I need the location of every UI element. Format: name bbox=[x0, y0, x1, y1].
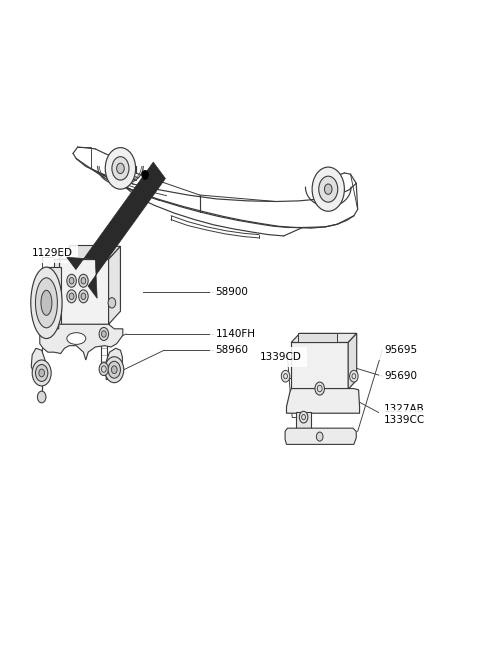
Bar bbox=[47, 267, 60, 339]
Circle shape bbox=[316, 432, 323, 441]
Text: 1339CD: 1339CD bbox=[260, 352, 302, 362]
Bar bbox=[69, 245, 96, 259]
Ellipse shape bbox=[41, 290, 52, 315]
Text: 58900: 58900 bbox=[216, 287, 248, 297]
Ellipse shape bbox=[31, 267, 62, 339]
Circle shape bbox=[67, 274, 76, 288]
Circle shape bbox=[67, 290, 76, 303]
Circle shape bbox=[99, 328, 108, 341]
Polygon shape bbox=[291, 333, 357, 343]
Circle shape bbox=[37, 391, 46, 403]
Circle shape bbox=[108, 297, 116, 308]
Circle shape bbox=[36, 365, 48, 381]
Circle shape bbox=[32, 360, 51, 386]
Bar bbox=[291, 343, 348, 389]
Text: 1140FH: 1140FH bbox=[216, 329, 255, 339]
Circle shape bbox=[79, 290, 88, 303]
Polygon shape bbox=[348, 333, 357, 389]
Ellipse shape bbox=[67, 333, 86, 345]
Text: 1339CC: 1339CC bbox=[384, 415, 425, 424]
Polygon shape bbox=[108, 246, 120, 324]
Polygon shape bbox=[287, 388, 360, 413]
Text: 95690: 95690 bbox=[384, 371, 417, 381]
Polygon shape bbox=[296, 412, 311, 441]
Circle shape bbox=[142, 170, 148, 179]
Circle shape bbox=[39, 369, 45, 377]
Polygon shape bbox=[40, 324, 123, 360]
Circle shape bbox=[79, 274, 88, 288]
Polygon shape bbox=[285, 428, 356, 444]
Circle shape bbox=[111, 365, 117, 373]
Polygon shape bbox=[59, 246, 120, 259]
Text: 1129ED: 1129ED bbox=[32, 248, 73, 258]
Polygon shape bbox=[31, 348, 49, 379]
Text: 1327AB: 1327AB bbox=[384, 403, 425, 414]
Bar bbox=[299, 333, 337, 343]
Circle shape bbox=[69, 278, 74, 284]
Circle shape bbox=[112, 157, 129, 180]
Text: 58960: 58960 bbox=[216, 345, 248, 355]
Circle shape bbox=[300, 411, 308, 423]
Circle shape bbox=[105, 357, 124, 383]
Circle shape bbox=[81, 293, 86, 299]
Circle shape bbox=[349, 370, 358, 382]
Circle shape bbox=[99, 363, 108, 375]
Circle shape bbox=[312, 167, 344, 212]
Circle shape bbox=[105, 147, 136, 189]
Text: 95695: 95695 bbox=[384, 345, 417, 355]
Circle shape bbox=[315, 382, 324, 395]
Circle shape bbox=[319, 176, 338, 202]
Polygon shape bbox=[67, 162, 166, 298]
Bar bbox=[59, 259, 108, 324]
Ellipse shape bbox=[36, 278, 58, 328]
Circle shape bbox=[281, 370, 290, 382]
Polygon shape bbox=[54, 259, 59, 324]
Circle shape bbox=[101, 331, 106, 337]
Circle shape bbox=[38, 393, 45, 402]
Circle shape bbox=[117, 163, 124, 174]
Circle shape bbox=[69, 293, 74, 299]
Circle shape bbox=[108, 362, 120, 378]
Circle shape bbox=[81, 278, 86, 284]
Polygon shape bbox=[106, 348, 122, 379]
Circle shape bbox=[324, 184, 332, 195]
